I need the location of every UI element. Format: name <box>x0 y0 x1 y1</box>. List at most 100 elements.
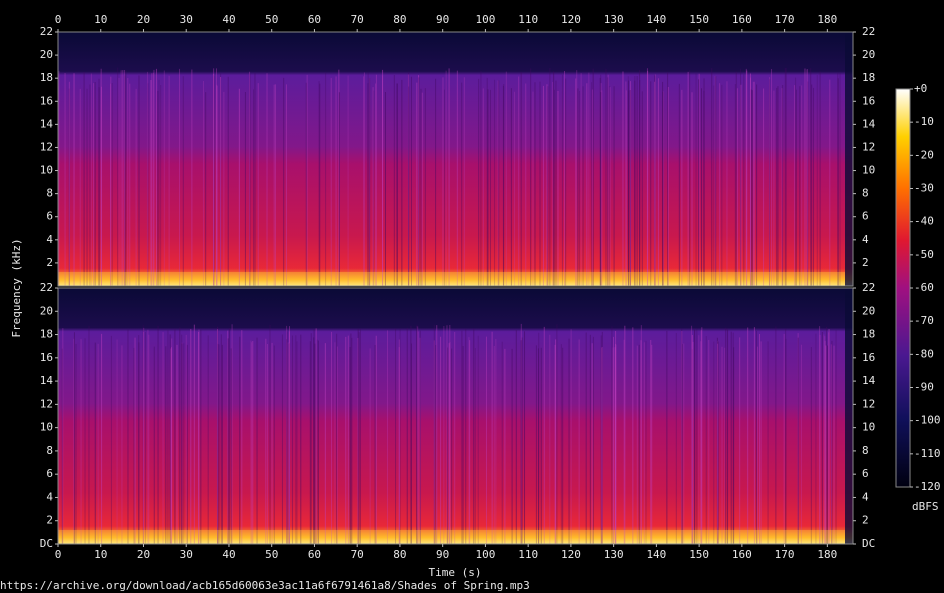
colorbar-tick-label: -60 <box>914 281 934 294</box>
y-tick-label-right: 2 <box>862 514 869 527</box>
y-tick-label: 18 <box>40 71 53 84</box>
y-tick-label-right: 14 <box>862 374 876 387</box>
x-tick-label: 130 <box>604 548 624 561</box>
y-tick-label-right: 10 <box>862 164 875 177</box>
colorbar-tick-label: -100 <box>914 414 941 427</box>
spectrogram <box>57 32 853 544</box>
x-tick-label-top: 80 <box>393 13 406 26</box>
colorbar-tick-label: +0 <box>914 82 927 95</box>
y-tick-label-right: 14 <box>862 117 876 130</box>
y-tick-label: 14 <box>40 374 54 387</box>
x-tick-label-top: 20 <box>137 13 150 26</box>
y-tick-label-right: 12 <box>862 140 875 153</box>
y-tick-label: DC <box>40 537 53 550</box>
colorbar-tick-label: -50 <box>914 248 934 261</box>
plot-frame <box>57 31 854 287</box>
x-tick-label: 90 <box>436 548 449 561</box>
y-tick-label-right: 2 <box>862 256 869 269</box>
x-tick-label-top: 0 <box>55 13 62 26</box>
y-tick-label-right: 22 <box>862 25 875 38</box>
colorbar-tick-label: -120 <box>914 480 941 493</box>
x-tick-label-top: 30 <box>180 13 193 26</box>
x-tick-label-top: 90 <box>436 13 449 26</box>
y-tick-label-right: 8 <box>862 444 869 457</box>
y-tick-label-right: 18 <box>862 71 875 84</box>
x-tick-label: 10 <box>94 548 107 561</box>
y-tick-label: 2 <box>46 256 53 269</box>
low-band <box>58 530 845 544</box>
tail-fade <box>845 288 853 544</box>
y-tick-label-right: 22 <box>862 281 875 294</box>
x-tick-label-top: 40 <box>222 13 235 26</box>
y-tick-label-right: 10 <box>862 421 875 434</box>
x-tick-label: 80 <box>393 548 406 561</box>
x-tick-label: 20 <box>137 548 150 561</box>
colorbar-tick-label: -90 <box>914 381 934 394</box>
colorbar-tick-label: -80 <box>914 347 934 360</box>
spectrogram-panel <box>58 32 853 286</box>
source-url: https://archive.org/download/acb165d6006… <box>0 579 530 592</box>
y-tick-label: 22 <box>40 281 53 294</box>
x-tick-label: 70 <box>351 548 364 561</box>
y-tick-label: 22 <box>40 25 53 38</box>
y-tick-label-right: 4 <box>862 233 869 246</box>
x-tick-label-top: 70 <box>351 13 364 26</box>
x-tick-label: 140 <box>646 548 666 561</box>
y-tick-label-right: 16 <box>862 94 875 107</box>
colorbar <box>895 88 911 488</box>
colorbar-title: dBFS <box>912 500 939 513</box>
x-tick-label-top: 110 <box>518 13 538 26</box>
y-tick-label: 8 <box>46 187 53 200</box>
y-tick-label-right: 4 <box>862 490 869 503</box>
colorbar-tick-label: -20 <box>914 148 934 161</box>
x-tick-label-top: 180 <box>817 13 837 26</box>
y-tick-label-right: 12 <box>862 397 875 410</box>
y-tick-label: 2 <box>46 514 53 527</box>
x-tick-label-top: 60 <box>308 13 321 26</box>
colorbar-tick-label: -30 <box>914 182 934 195</box>
y-tick-label: 10 <box>40 421 53 434</box>
x-tick-label: 180 <box>817 548 837 561</box>
y-tick-label: 18 <box>40 328 53 341</box>
y-tick-label: 20 <box>40 304 53 317</box>
y-tick-label: 16 <box>40 94 53 107</box>
x-tick-label: 170 <box>775 548 795 561</box>
y-tick-label-right: 6 <box>862 210 869 223</box>
y-tick-label: 6 <box>46 467 53 480</box>
y-axis-title: Frequency (kHz) <box>10 238 23 337</box>
x-tick-label-top: 140 <box>646 13 666 26</box>
x-tick-label-top: 130 <box>604 13 624 26</box>
x-axis-title: Time (s) <box>429 566 482 579</box>
x-tick-label-top: 160 <box>732 13 752 26</box>
y-tick-label: 8 <box>46 444 53 457</box>
x-tick-label: 120 <box>561 548 581 561</box>
y-tick-label: 4 <box>46 490 53 503</box>
x-tick-label-top: 10 <box>94 13 107 26</box>
x-tick-label: 100 <box>475 548 495 561</box>
y-tick-label-right: 6 <box>862 467 869 480</box>
y-tick-label: 14 <box>40 117 54 130</box>
y-tick-label: 6 <box>46 210 53 223</box>
y-tick-label: 16 <box>40 351 53 364</box>
x-tick-label: 50 <box>265 548 278 561</box>
y-tick-label-right: 16 <box>862 351 875 364</box>
tail-fade <box>845 32 853 286</box>
y-tick-label: 12 <box>40 397 53 410</box>
spectrogram-panel <box>58 288 853 544</box>
x-tick-label: 0 <box>55 548 62 561</box>
y-tick-label-right: 20 <box>862 48 875 61</box>
y-tick-label-right: 18 <box>862 328 875 341</box>
y-tick-label: 10 <box>40 164 53 177</box>
x-tick-label: 40 <box>222 548 235 561</box>
x-tick-label: 150 <box>689 548 709 561</box>
y-tick-label-right: 8 <box>862 187 869 200</box>
low-band <box>58 272 845 286</box>
y-tick-label: 20 <box>40 48 53 61</box>
x-tick-label: 110 <box>518 548 538 561</box>
x-tick-label-top: 120 <box>561 13 581 26</box>
colorbar-tick-label: -110 <box>914 447 941 460</box>
y-tick-label-right: DC <box>862 537 875 550</box>
y-tick-label: 12 <box>40 140 53 153</box>
